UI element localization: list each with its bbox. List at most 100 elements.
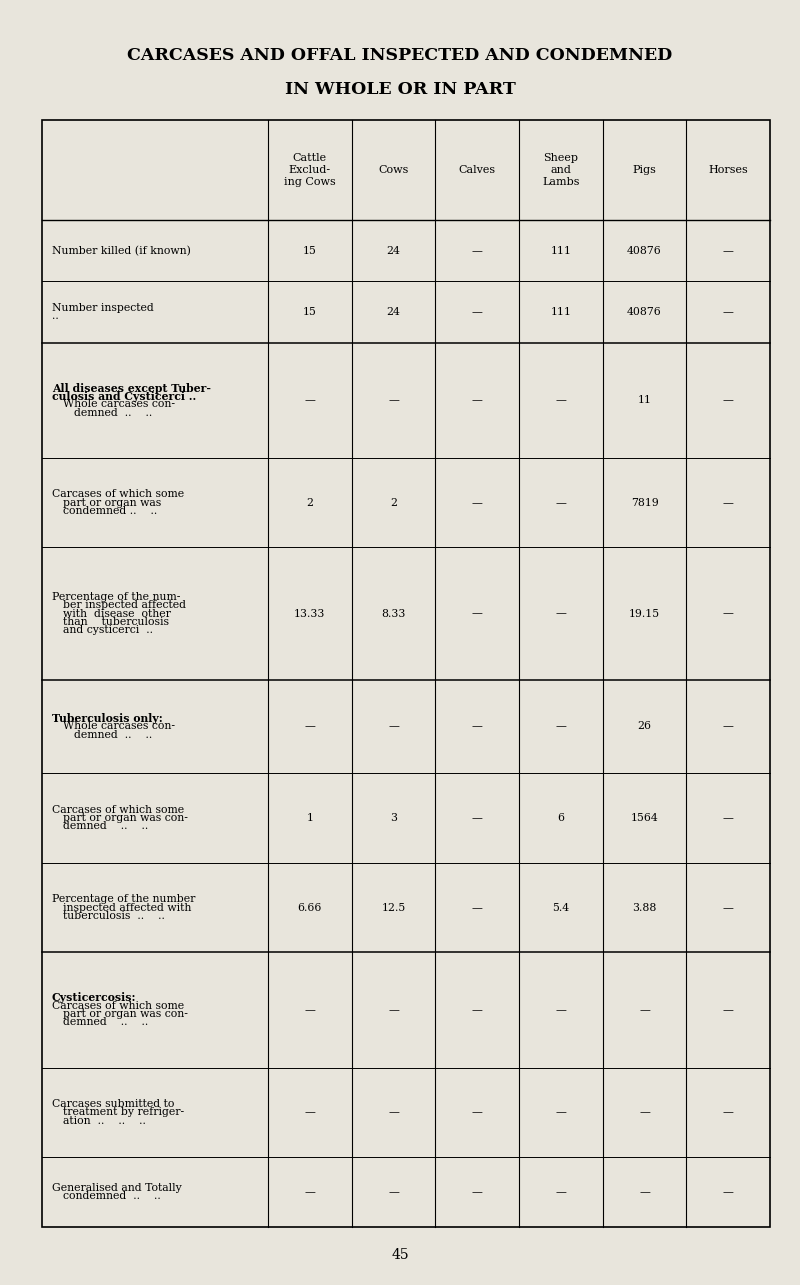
- Text: —: —: [304, 1005, 315, 1015]
- Text: 6: 6: [558, 813, 564, 824]
- Text: —: —: [304, 1108, 315, 1118]
- Text: 45: 45: [391, 1248, 409, 1262]
- Text: —: —: [304, 1187, 315, 1198]
- Text: —: —: [555, 1108, 566, 1118]
- Text: —: —: [472, 1187, 482, 1198]
- Text: inspected affected with: inspected affected with: [63, 902, 191, 912]
- Text: Carcases of which some: Carcases of which some: [52, 490, 184, 500]
- Text: Percentage of the num-: Percentage of the num-: [52, 592, 180, 603]
- Text: 15: 15: [303, 245, 317, 256]
- Text: 11: 11: [638, 396, 651, 405]
- Text: —: —: [722, 396, 734, 405]
- Text: —: —: [388, 396, 399, 405]
- Text: —: —: [388, 1108, 399, 1118]
- Text: Pigs: Pigs: [633, 164, 657, 175]
- Text: 1: 1: [306, 813, 314, 824]
- Text: 12.5: 12.5: [382, 902, 406, 912]
- Text: —: —: [472, 245, 482, 256]
- Text: —: —: [304, 396, 315, 405]
- Text: 3: 3: [390, 813, 397, 824]
- Text: Calves: Calves: [458, 164, 496, 175]
- Text: —: —: [472, 609, 482, 618]
- Text: with  disease  other: with disease other: [63, 609, 171, 618]
- Text: —: —: [304, 721, 315, 731]
- Text: part or organ was: part or organ was: [63, 497, 162, 508]
- Text: Cysticercosis:: Cysticercosis:: [52, 992, 137, 1004]
- Text: tuberculosis  ..    ..: tuberculosis .. ..: [63, 911, 165, 921]
- Text: —: —: [472, 902, 482, 912]
- Text: Number killed (if known): Number killed (if known): [52, 245, 191, 256]
- Text: —: —: [472, 1108, 482, 1118]
- Text: —: —: [722, 245, 734, 256]
- Text: —: —: [555, 497, 566, 508]
- Text: demned  ..    ..: demned .. ..: [74, 730, 152, 740]
- Text: 24: 24: [386, 245, 401, 256]
- Text: demned  ..    ..: demned .. ..: [74, 407, 152, 418]
- Text: —: —: [555, 1005, 566, 1015]
- Text: —: —: [722, 902, 734, 912]
- Text: 13.33: 13.33: [294, 609, 326, 618]
- Text: —: —: [388, 1187, 399, 1198]
- Text: culosis and Cysticerci ..: culosis and Cysticerci ..: [52, 391, 196, 402]
- Text: 8.33: 8.33: [382, 609, 406, 618]
- Text: Percentage of the number: Percentage of the number: [52, 894, 195, 905]
- Text: 24: 24: [386, 307, 401, 317]
- Text: condemned  ..    ..: condemned .. ..: [63, 1191, 161, 1201]
- Text: —: —: [472, 813, 482, 824]
- Text: Carcases of which some: Carcases of which some: [52, 804, 184, 815]
- Text: than    tuberculosis: than tuberculosis: [63, 617, 169, 627]
- Text: Generalised and Totally: Generalised and Totally: [52, 1183, 182, 1192]
- Text: part or organ was con-: part or organ was con-: [63, 1009, 188, 1019]
- Text: —: —: [722, 497, 734, 508]
- Text: 2: 2: [390, 497, 397, 508]
- Text: —: —: [472, 721, 482, 731]
- Text: —: —: [555, 396, 566, 405]
- Text: Number inspected: Number inspected: [52, 303, 154, 314]
- Text: —: —: [722, 1187, 734, 1198]
- Text: ber inspected affected: ber inspected affected: [63, 600, 186, 610]
- Text: Tuberculosis only:: Tuberculosis only:: [52, 713, 162, 723]
- Text: Sheep
and
Lambs: Sheep and Lambs: [542, 153, 579, 188]
- Text: —: —: [722, 1108, 734, 1118]
- Text: —: —: [722, 813, 734, 824]
- Text: 3.88: 3.88: [632, 902, 657, 912]
- Text: —: —: [722, 609, 734, 618]
- Bar: [42, 120, 770, 1227]
- Text: 40876: 40876: [627, 307, 662, 317]
- Text: —: —: [722, 307, 734, 317]
- Text: CARCASES AND OFFAL INSPECTED AND CONDEMNED: CARCASES AND OFFAL INSPECTED AND CONDEMN…: [127, 46, 673, 63]
- Text: demned    ..    ..: demned .. ..: [63, 821, 148, 831]
- Text: IN WHOLE OR IN PART: IN WHOLE OR IN PART: [285, 81, 515, 99]
- Text: 40876: 40876: [627, 245, 662, 256]
- Text: —: —: [472, 307, 482, 317]
- Text: 111: 111: [550, 307, 571, 317]
- Text: —: —: [722, 721, 734, 731]
- Text: —: —: [555, 721, 566, 731]
- Text: —: —: [388, 1005, 399, 1015]
- Text: —: —: [639, 1005, 650, 1015]
- Text: 6.66: 6.66: [298, 902, 322, 912]
- Text: 5.4: 5.4: [552, 902, 570, 912]
- Text: Cattle
Exclud-
ing Cows: Cattle Exclud- ing Cows: [284, 153, 336, 188]
- Text: and cysticerci  ..: and cysticerci ..: [63, 625, 153, 635]
- Text: demned    ..    ..: demned .. ..: [63, 1018, 148, 1027]
- Text: ation  ..    ..    ..: ation .. .. ..: [63, 1115, 146, 1126]
- Text: Carcases of which some: Carcases of which some: [52, 1001, 184, 1011]
- Text: —: —: [472, 396, 482, 405]
- Text: All diseases except Tuber-: All diseases except Tuber-: [52, 383, 211, 393]
- Text: Cows: Cows: [378, 164, 409, 175]
- Text: 7819: 7819: [630, 497, 658, 508]
- Text: —: —: [639, 1187, 650, 1198]
- Text: —: —: [472, 1005, 482, 1015]
- Text: 2: 2: [306, 497, 314, 508]
- Text: 19.15: 19.15: [629, 609, 660, 618]
- Text: 26: 26: [638, 721, 651, 731]
- Text: —: —: [388, 721, 399, 731]
- Text: Carcases submitted to: Carcases submitted to: [52, 1099, 174, 1109]
- Text: Whole carcases con-: Whole carcases con-: [63, 721, 175, 731]
- Text: —: —: [555, 609, 566, 618]
- Text: treatment by refriger-: treatment by refriger-: [63, 1108, 184, 1118]
- Text: ..: ..: [52, 311, 58, 321]
- Text: —: —: [555, 1187, 566, 1198]
- Text: —: —: [639, 1108, 650, 1118]
